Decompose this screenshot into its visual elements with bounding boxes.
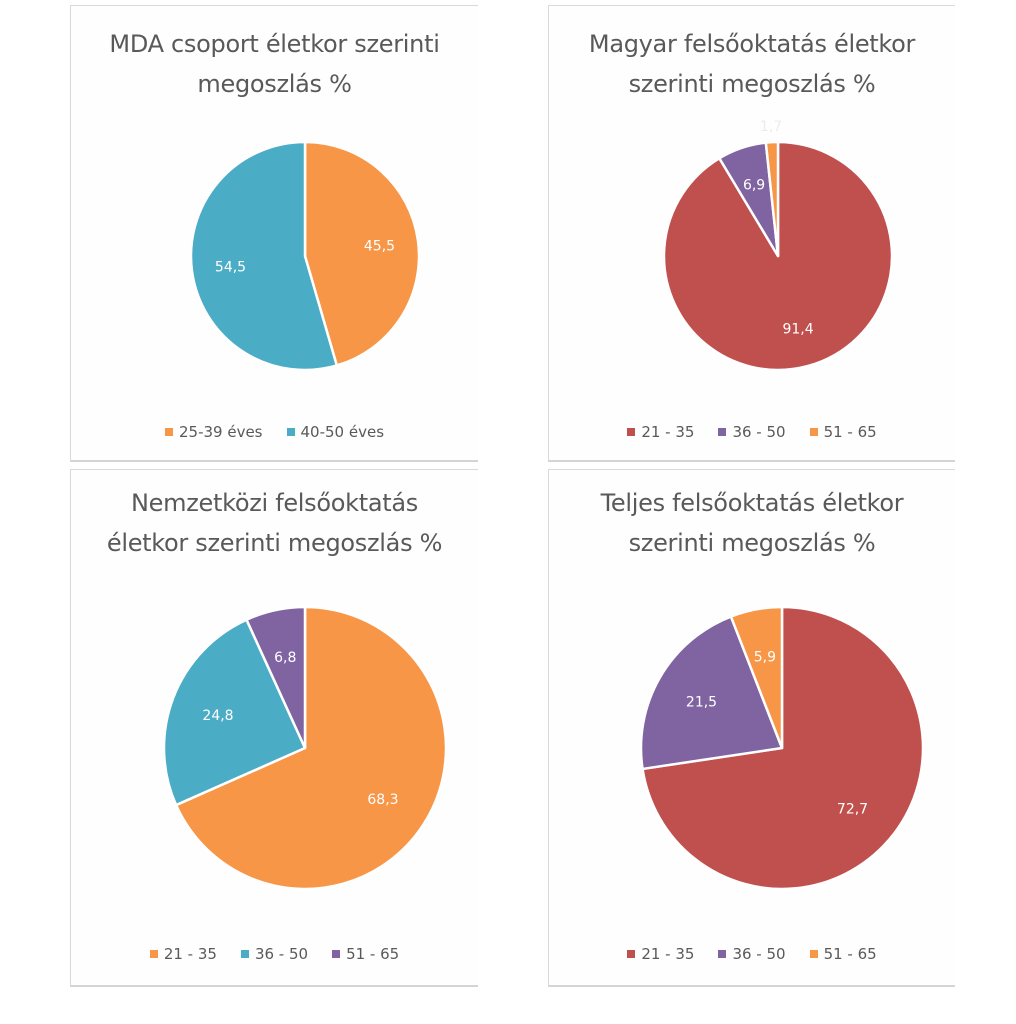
pie-chart: 45,5 54,5 [189, 140, 421, 372]
chart-title-line: megoszlás % [197, 70, 352, 98]
chart-title-line: Nemzetközi felsőoktatás [131, 489, 418, 517]
legend-item: 25-39 éves [164, 423, 263, 441]
chart-card-nemzetkozi: Nemzetközi felsőoktatás életkor szerinti… [70, 469, 478, 987]
chart-title: Nemzetközi felsőoktatás életkor szerinti… [71, 483, 478, 563]
chart-legend: 21 - 35 36 - 50 51 - 65 [71, 945, 478, 963]
legend-item: 40-50 éves [286, 423, 385, 441]
legend-label: 40-50 éves [300, 423, 385, 441]
chart-card-mda: MDA csoport életkor szerinti megoszlás %… [70, 5, 478, 462]
data-label: 21,5 [686, 694, 717, 710]
chart-legend: 21 - 35 36 - 50 51 - 65 [549, 423, 955, 441]
legend-swatch [627, 950, 636, 958]
data-label: 45,5 [364, 238, 395, 254]
legend-swatch [240, 950, 249, 958]
pie-chart: 91,4 6,9 1,7 [662, 119, 894, 372]
data-label: 54,5 [215, 260, 246, 276]
legend-item: 51 - 65 [809, 945, 877, 963]
legend-swatch [809, 950, 818, 958]
legend-label: 51 - 65 [823, 945, 877, 963]
chart-title-line: Teljes felsőoktatás életkor [600, 489, 904, 517]
data-label: 6,8 [274, 650, 296, 666]
legend-swatch [809, 428, 818, 436]
pie-chart: 72,7 21,5 5,9 [639, 605, 925, 891]
legend-item: 21 - 35 [149, 945, 217, 963]
legend-label: 21 - 35 [163, 945, 217, 963]
legend-item: 51 - 65 [809, 423, 877, 441]
legend-item: 51 - 65 [332, 945, 399, 963]
legend-label: 51 - 65 [346, 945, 400, 963]
chart-title: Teljes felsőoktatás életkor szerinti meg… [549, 483, 955, 563]
legend-label: 51 - 65 [823, 423, 877, 441]
legend-swatch [332, 950, 341, 958]
chart-title-line: Magyar felsőoktatás életkor [588, 30, 916, 58]
legend-item: 36 - 50 [240, 945, 309, 963]
data-label: 5,9 [754, 650, 776, 666]
legend-item: 36 - 50 [718, 423, 786, 441]
chart-title-line: szerinti megoszlás % [628, 529, 876, 557]
pie-slice [729, 605, 784, 750]
legend-swatch [286, 428, 295, 436]
legend-item: 21 - 35 [627, 423, 694, 441]
legend-swatch [164, 428, 173, 436]
legend-label: 21 - 35 [641, 945, 695, 963]
chart-title: MDA csoport életkor szerinti megoszlás % [71, 24, 478, 104]
chart-title-line: szerinti megoszlás % [628, 70, 876, 98]
data-label: 6,9 [743, 178, 765, 194]
legend-label: 21 - 35 [641, 423, 695, 441]
legend-label: 25-39 éves [178, 423, 263, 441]
legend-swatch [718, 950, 727, 958]
data-label: 68,3 [367, 792, 398, 808]
legend-label: 36 - 50 [254, 945, 309, 963]
pie-chart: 68,3 24,8 6,8 [162, 605, 448, 891]
chart-title-line: MDA csoport életkor szerinti [109, 30, 440, 58]
legend-label: 36 - 50 [732, 423, 786, 441]
pie-slice [189, 140, 339, 372]
pie-slice [174, 605, 448, 891]
pie-slice [639, 615, 784, 771]
legend-swatch [149, 950, 158, 958]
legend-swatch [627, 428, 636, 436]
legend-swatch [718, 428, 727, 436]
pie-slice [162, 618, 307, 807]
chart-legend: 21 - 35 36 - 50 51 - 65 [549, 945, 955, 963]
pie-slice [245, 605, 307, 750]
legend-label: 36 - 50 [732, 945, 786, 963]
data-label: 72,7 [837, 802, 868, 818]
pie-slice [764, 140, 780, 258]
chart-title-line: életkor szerinti megoszlás % [106, 529, 443, 557]
chart-legend: 25-39 éves 40-50 éves [71, 423, 478, 441]
data-label: 1,7 [760, 119, 782, 135]
legend-item: 21 - 35 [627, 945, 694, 963]
chart-card-teljes: Teljes felsőoktatás életkor szerinti meg… [548, 469, 955, 987]
data-label: 91,4 [782, 322, 813, 338]
legend-item: 36 - 50 [718, 945, 786, 963]
chart-title: Magyar felsőoktatás életkor szerinti meg… [549, 24, 955, 104]
pie-slice [303, 140, 421, 367]
data-label: 24,8 [202, 708, 233, 724]
chart-card-magyar: Magyar felsőoktatás életkor szerinti meg… [548, 5, 955, 462]
